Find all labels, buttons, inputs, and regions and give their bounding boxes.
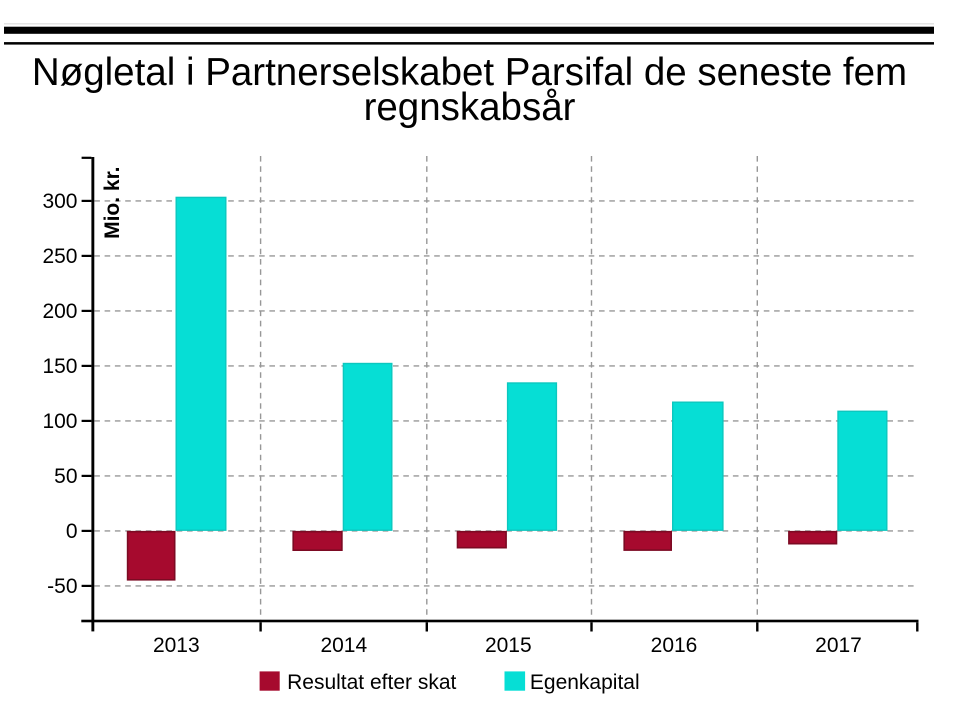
svg-text:100: 100 [42, 410, 77, 433]
svg-text:2013: 2013 [153, 634, 200, 657]
svg-text:-50: -50 [47, 575, 77, 598]
svg-text:150: 150 [42, 355, 77, 378]
svg-text:2017: 2017 [815, 634, 862, 657]
svg-text:200: 200 [42, 300, 77, 323]
svg-text:Mio. kr.: Mio. kr. [101, 167, 124, 239]
svg-text:2014: 2014 [320, 634, 367, 657]
svg-text:300: 300 [42, 190, 77, 213]
svg-text:regnskabsår: regnskabsår [364, 86, 576, 129]
svg-text:Resultat efter skat: Resultat efter skat [287, 671, 456, 694]
svg-text:50: 50 [54, 465, 77, 488]
svg-text:Nøgletal i Partnerselskabet Pa: Nøgletal i Partnerselskabet Parsifal de … [32, 51, 907, 94]
svg-text:2015: 2015 [485, 634, 532, 657]
svg-text:0: 0 [66, 520, 78, 543]
svg-text:Egenkapital: Egenkapital [530, 671, 640, 694]
svg-text:250: 250 [42, 245, 77, 268]
svg-text:2016: 2016 [651, 634, 698, 657]
